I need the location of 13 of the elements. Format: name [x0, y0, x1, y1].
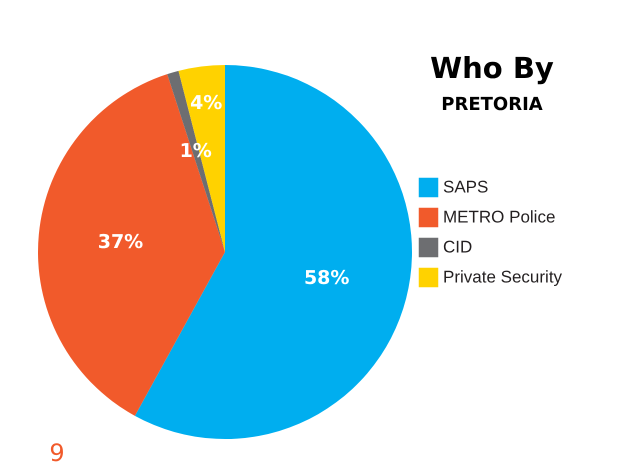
data-label: 58%: [304, 267, 350, 290]
pie-slice: [178, 65, 225, 252]
pie-slice: [38, 74, 225, 416]
data-label: 37%: [98, 231, 144, 254]
legend-label: SAPS: [443, 178, 488, 196]
text: 9: [49, 439, 65, 467]
pie-slice: [167, 70, 225, 252]
legend-label: Private Security: [443, 268, 563, 286]
data-label: 4%: [190, 92, 222, 114]
legend-label: CID: [443, 238, 472, 256]
legend-label: METRO Police: [443, 208, 556, 226]
text: PRETORIA: [441, 94, 543, 115]
chart-title: Who By: [430, 51, 554, 85]
